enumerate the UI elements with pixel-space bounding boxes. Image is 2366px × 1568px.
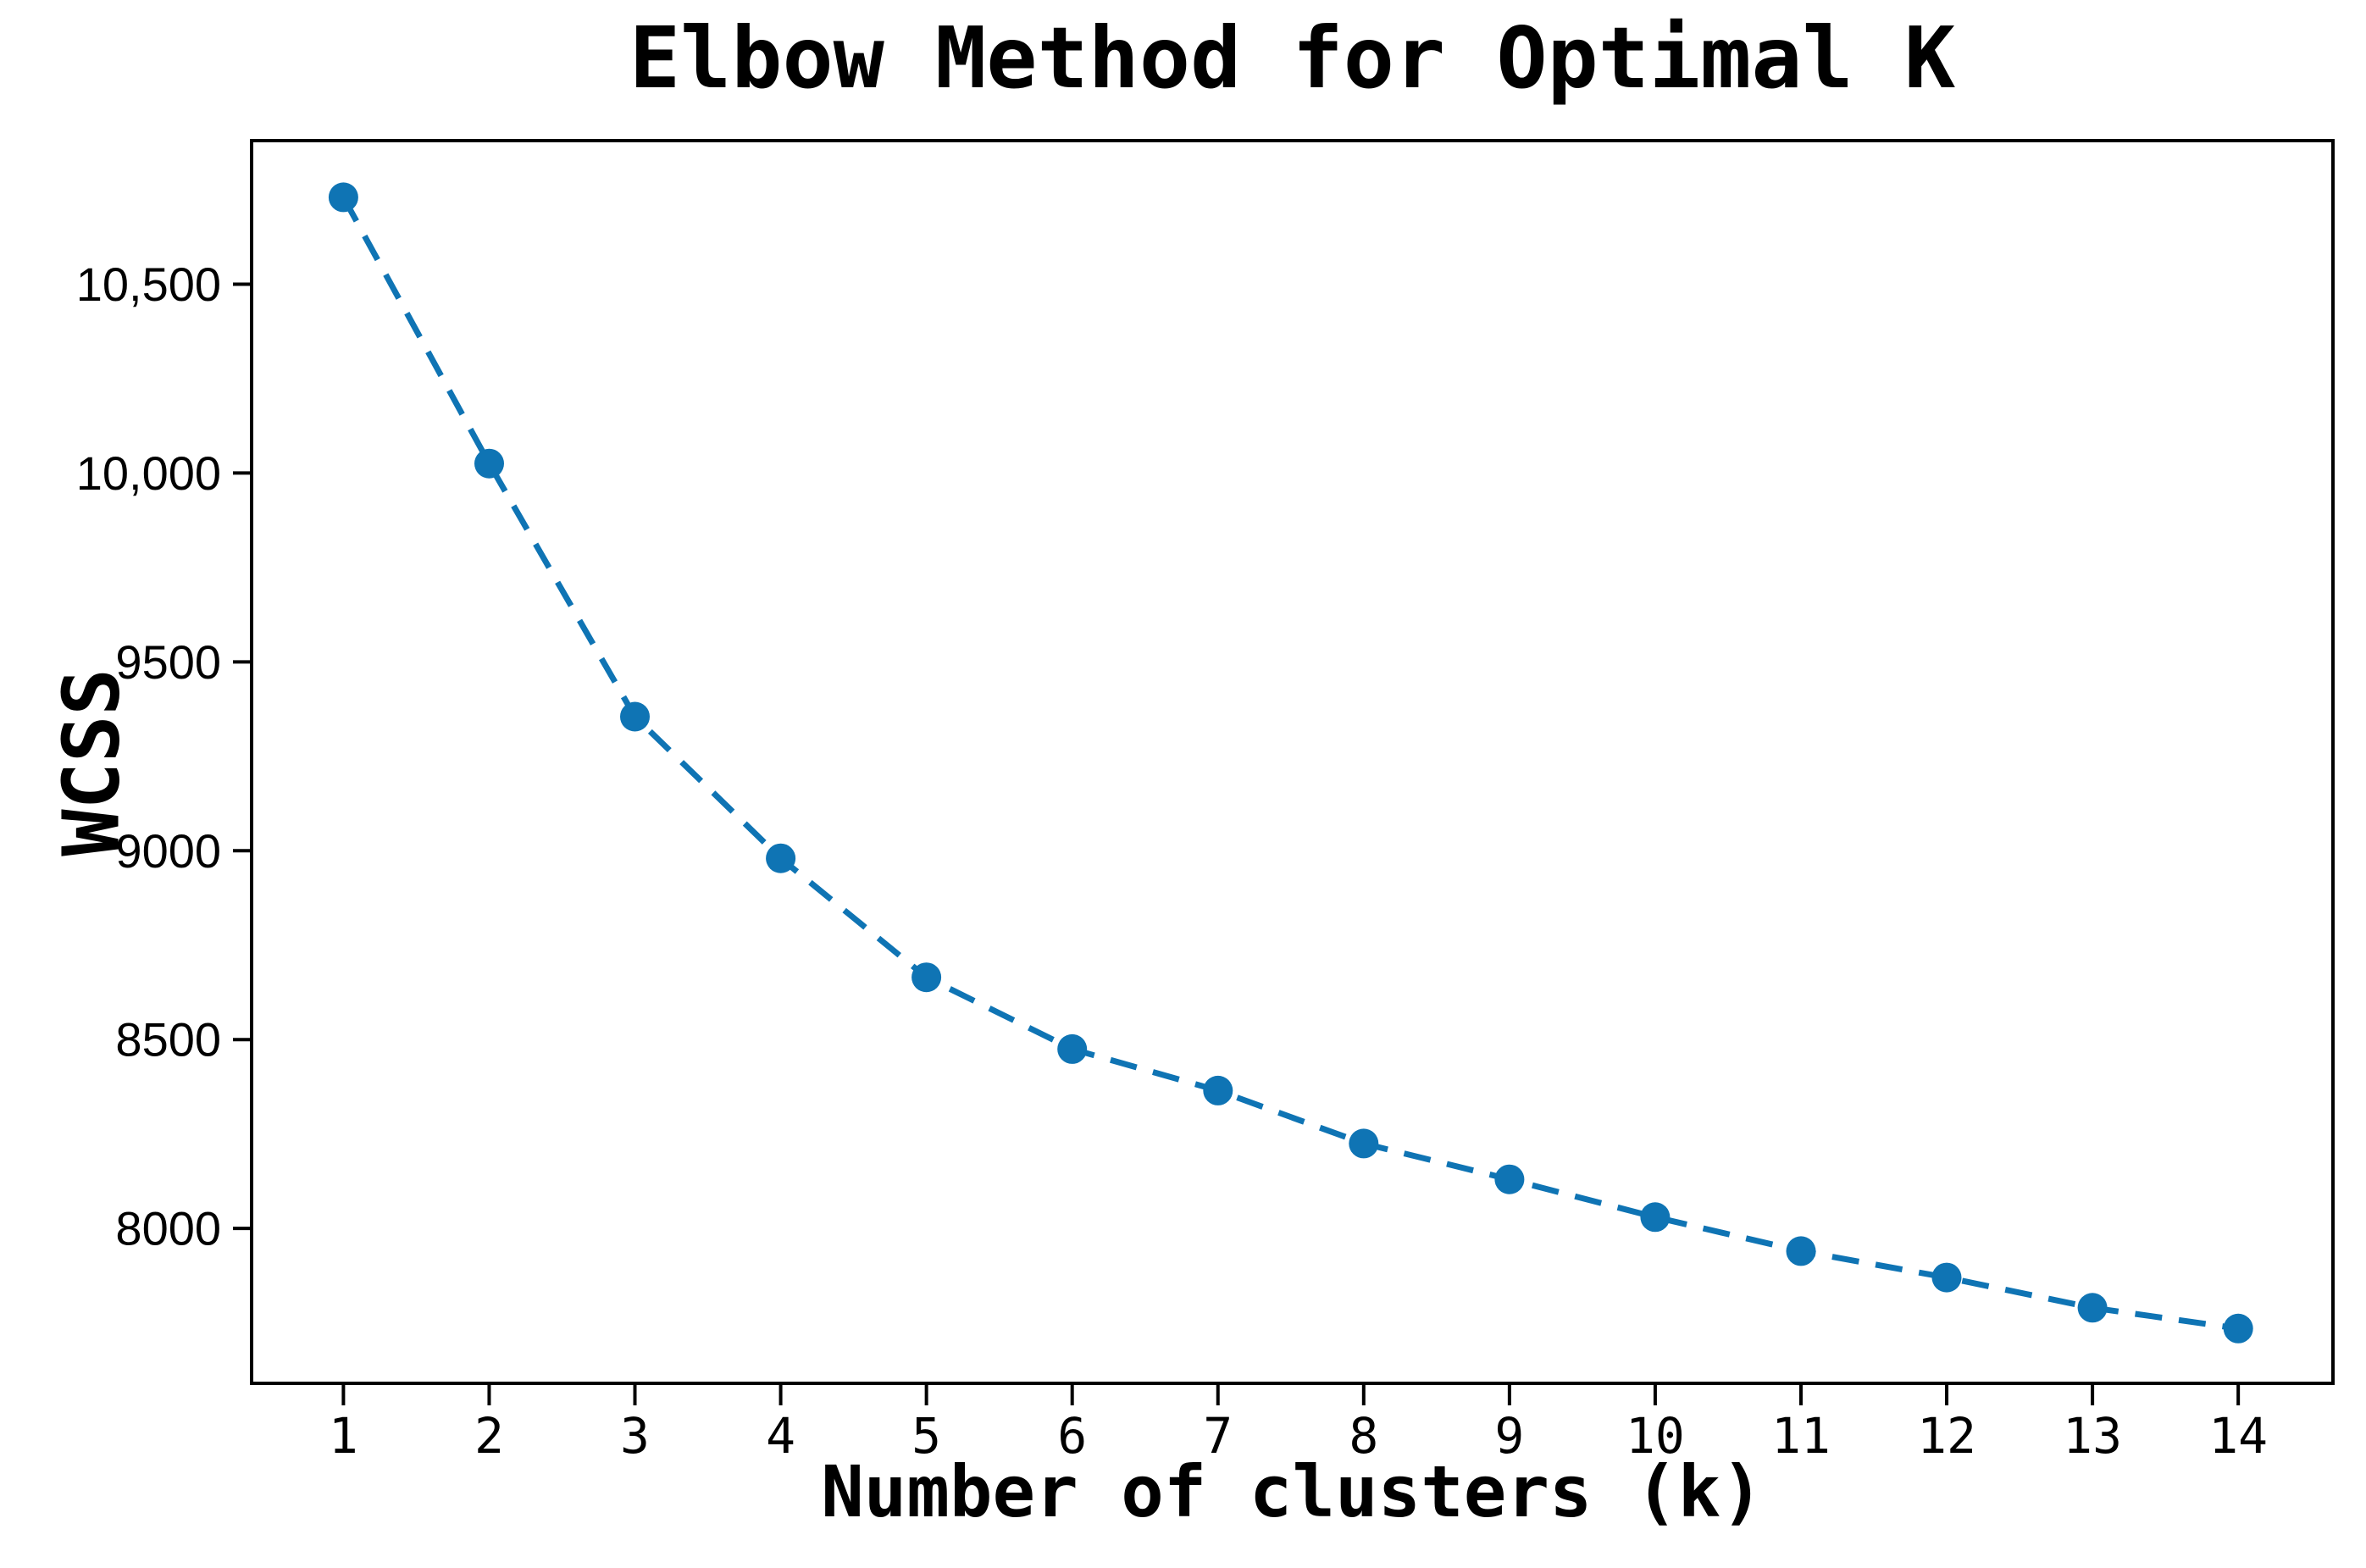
x-tick-label: 9: [1494, 1407, 1524, 1465]
chart-title: Elbow Method for Optimal K: [629, 8, 1956, 108]
data-point-k5: [911, 962, 942, 993]
x-tick-label: 5: [911, 1407, 941, 1465]
x-tick-label: 11: [1771, 1407, 1831, 1465]
x-tick-label: 1: [329, 1407, 358, 1465]
wcss-series-line: [341, 196, 2239, 1332]
axes-spines: [250, 139, 2335, 1385]
x-tick-label: 7: [1203, 1407, 1233, 1465]
data-point-k11: [1786, 1236, 1816, 1266]
x-tick-label: 12: [1917, 1407, 1976, 1465]
data-point-k4: [766, 843, 796, 873]
data-point-k13: [2077, 1293, 2108, 1323]
x-tick-label: 10: [1626, 1407, 1685, 1465]
x-axis-label: Number of clusters (k): [821, 1450, 1764, 1533]
data-point-k9: [1494, 1164, 1525, 1194]
data-point-k7: [1203, 1075, 1233, 1105]
data-point-k8: [1349, 1128, 1379, 1159]
y-tick-label: 9000: [115, 824, 221, 878]
y-tick-label: 10,000: [76, 446, 221, 500]
data-point-k2: [474, 448, 504, 479]
data-point-k1: [328, 182, 358, 213]
data-point-k10: [1640, 1202, 1671, 1233]
data-point-k3: [620, 701, 650, 732]
y-tick-label: 10,500: [76, 258, 221, 311]
x-tick-label: 2: [474, 1407, 504, 1465]
x-tick-label: 13: [2063, 1407, 2122, 1465]
y-tick-label: 8500: [115, 1013, 221, 1067]
y-tick-label: 9500: [115, 635, 221, 689]
data-point-k6: [1057, 1033, 1088, 1064]
x-tick-label: 3: [620, 1407, 650, 1465]
x-tick-label: 4: [766, 1407, 795, 1465]
x-tick-label: 14: [2208, 1407, 2268, 1465]
data-point-k14: [2223, 1313, 2253, 1344]
data-point-k12: [1931, 1262, 1962, 1293]
x-tick-label: 8: [1349, 1407, 1378, 1465]
x-tick-label: 6: [1057, 1407, 1087, 1465]
y-tick-label: 8000: [115, 1202, 221, 1255]
